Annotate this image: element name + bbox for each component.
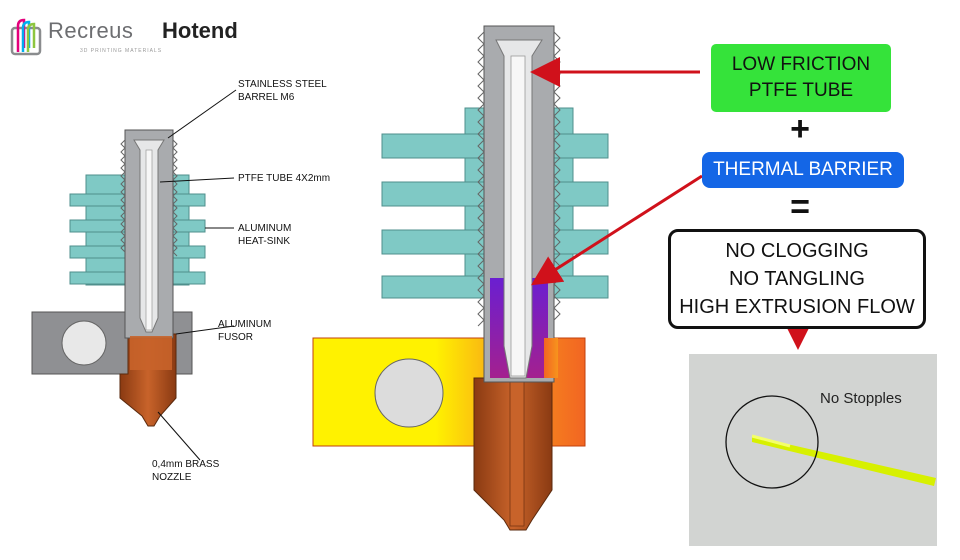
small-heater-hole: [61, 320, 107, 366]
label-stainless-barrel: STAINLESS STEEL BARREL M6: [238, 79, 327, 103]
big-thread-left: [477, 31, 485, 327]
small-thread-left: [120, 139, 126, 253]
product-title: Hotend: [162, 18, 238, 43]
low-friction-callout: LOW FRICTION PTFE TUBE: [711, 44, 891, 112]
brand-name: Recreus: [48, 18, 134, 43]
filament-strand: [752, 436, 936, 486]
brand-tagline: 3D PRINTING MATERIALS: [80, 48, 163, 54]
recreus-logo-icon: [10, 18, 42, 56]
label-brass-nozzle: 0,4mm BRASS NOZZLE: [152, 459, 220, 483]
red-arrow-icon: [530, 174, 703, 286]
label-fusor: ALUMINUM FUSOR: [218, 319, 272, 343]
small-hotend: [31, 129, 206, 427]
small-thread-right: [172, 139, 178, 257]
plus-sign: +: [790, 110, 810, 148]
big-hotend: [312, 25, 609, 531]
recreus-logo: Recreus Hotend 3D PRINTING MATERIALS: [8, 14, 258, 62]
big-heater-hole: [374, 358, 444, 428]
highlight-circle: [725, 395, 819, 489]
small-leader-lines: [157, 89, 237, 461]
result-callout: NO CLOGGING NO TANGLING HIGH EXTRUSION F…: [668, 229, 926, 329]
filament-photo-drawing: [689, 354, 937, 546]
label-ptfe-tube: PTFE TUBE 4X2mm: [238, 173, 331, 184]
equals-sign: =: [790, 188, 810, 226]
label-heat-sink: ALUMINUM HEAT-SINK: [238, 223, 292, 247]
photo-label: No Stopples: [820, 390, 902, 407]
thermal-barrier-callout: THERMAL BARRIER: [702, 152, 904, 188]
